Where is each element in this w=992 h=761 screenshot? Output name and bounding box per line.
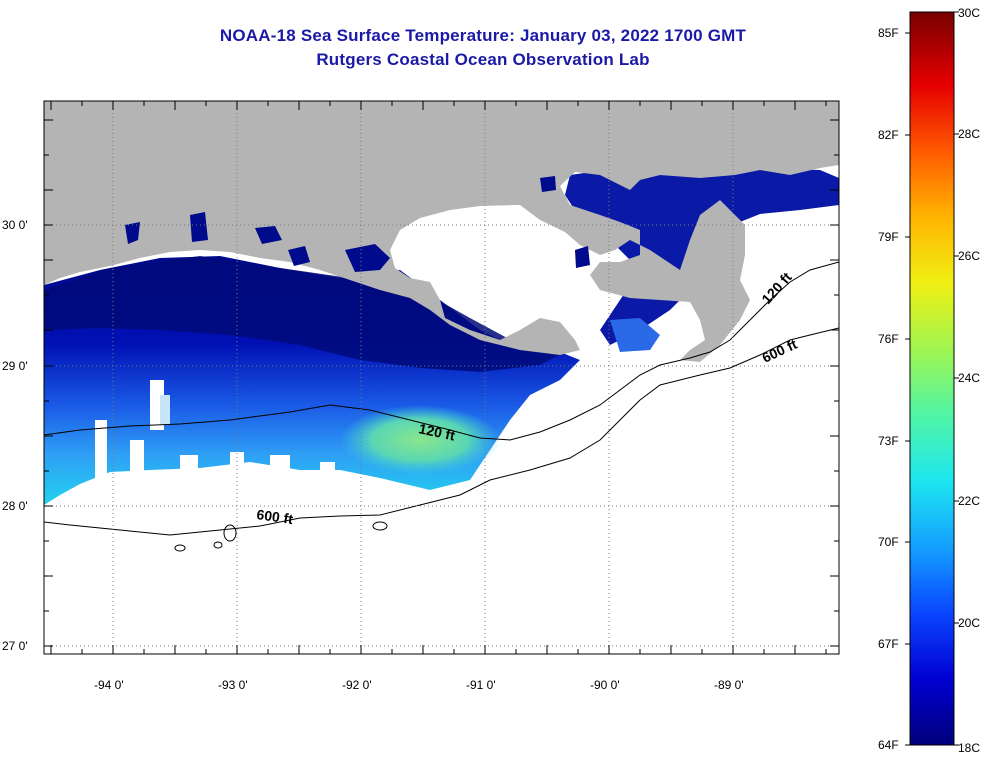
sst-dark-band (44, 256, 565, 372)
lon-label-92: -92 0' (342, 678, 372, 692)
contour-120ft (44, 261, 839, 441)
contour-label-120ft: 120 ft (417, 420, 456, 443)
lat-label-27: 27 0' (2, 639, 28, 653)
colorbar-gradient (909, 11, 955, 746)
colorbar: 85F 82F 79F 76F 73F 70F 67F 64F 30C 28C … (878, 6, 980, 755)
map-title: NOAA-18 Sea Surface Temperature: January… (219, 26, 747, 45)
sst-green-patch (340, 405, 500, 475)
cb-c-28: 28C (958, 127, 980, 141)
cb-c-18: 18C (958, 741, 980, 755)
contour-label-600ft: 600 ft (256, 506, 295, 527)
land-lakes (125, 176, 590, 272)
cb-f-64: 64F (878, 738, 899, 752)
cb-c-22: 22C (958, 494, 980, 508)
sst-noise (95, 380, 335, 485)
map-area (44, 101, 839, 654)
lon-label-90: -90 0' (590, 678, 620, 692)
lat-label-28: 28 0' (2, 499, 28, 513)
cb-f-82: 82F (878, 128, 899, 142)
cb-c-30: 30C (958, 6, 980, 20)
cb-f-76: 76F (878, 332, 899, 346)
sst-east-patches (565, 165, 839, 345)
land-mass (44, 101, 839, 362)
cb-c-20: 20C (958, 616, 980, 630)
cb-f-70: 70F (878, 535, 899, 549)
contour-blobs (174, 521, 388, 552)
cb-f-79: 79F (878, 230, 899, 244)
lat-label-29: 29 0' (2, 359, 28, 373)
colorbar-ticks (905, 11, 959, 746)
cb-c-24: 24C (958, 371, 980, 385)
contour-600ft (44, 327, 839, 536)
lon-label-94: -94 0' (94, 678, 124, 692)
lon-label-91: -91 0' (466, 678, 496, 692)
sst-east-light (610, 318, 660, 352)
map-grid (44, 101, 839, 654)
cb-f-67: 67F (878, 637, 899, 651)
cb-f-73: 73F (878, 434, 899, 448)
lon-label-89: -89 0' (714, 678, 744, 692)
map-subtitle: Rutgers Coastal Ocean Observation Lab (316, 50, 650, 69)
map-frame (43, 100, 840, 655)
lat-label-30: 30 0' (2, 218, 28, 232)
axis-ticks (44, 101, 839, 654)
cb-c-26: 26C (958, 249, 980, 263)
lon-label-93: -93 0' (218, 678, 248, 692)
cb-f-85: 85F (878, 26, 899, 40)
